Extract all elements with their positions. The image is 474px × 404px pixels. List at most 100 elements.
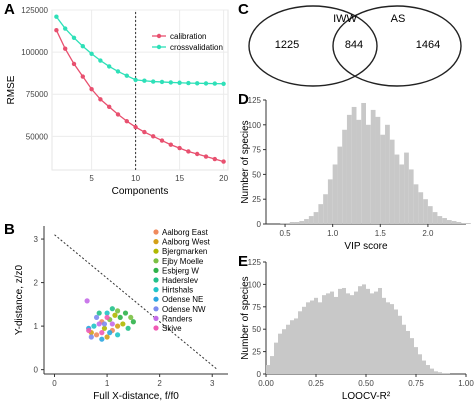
panel-d-bar bbox=[394, 154, 400, 224]
panel-a-point-calibration bbox=[107, 104, 112, 110]
panel-b-legend-label: Skive bbox=[162, 324, 182, 333]
panel-b-legend-label: Aalborg West bbox=[162, 238, 211, 247]
panel-b-point bbox=[96, 310, 102, 316]
panel-a-ytick-label: 100000 bbox=[21, 48, 48, 57]
panel-a-point-calibration bbox=[124, 118, 129, 124]
panel-b-point bbox=[109, 306, 115, 312]
panel-d-bar bbox=[456, 222, 462, 224]
panel-b-point bbox=[115, 332, 121, 338]
panel-d-bar bbox=[408, 169, 414, 224]
venn-set-as-label: AS bbox=[391, 13, 406, 25]
panel-b-legend-marker bbox=[153, 315, 159, 321]
panel-d-bar bbox=[285, 223, 290, 224]
panel-b-point bbox=[122, 310, 129, 316]
panel-b-point bbox=[93, 332, 100, 338]
panel-e-ytick-label: 75 bbox=[252, 303, 261, 312]
panel-a-point-calibration bbox=[186, 149, 191, 154]
panel-b-point bbox=[88, 334, 94, 340]
panel-b-legend-label: Odense NE bbox=[162, 295, 203, 304]
panel-d-xtick-label: 0.5 bbox=[279, 229, 291, 238]
panel-d-bar bbox=[318, 204, 324, 224]
panel-e-bar bbox=[278, 333, 282, 374]
panel-e-bar bbox=[298, 311, 302, 374]
panel-a-point-crossvalidation bbox=[168, 80, 173, 85]
panel-a-xtick-label: 15 bbox=[175, 174, 184, 183]
panel-d-bar bbox=[294, 222, 300, 224]
panel-e-bar bbox=[322, 295, 326, 374]
panel-e-bar bbox=[354, 291, 358, 374]
panel-e-xtick-label: 0.50 bbox=[358, 379, 374, 388]
panel-e-bar bbox=[434, 371, 438, 374]
panel-b-point bbox=[128, 314, 134, 321]
panel-d-chart: D 0 25 50 75 100 125 0.5 1.0 1.5 2.0 VIP score Numb… bbox=[238, 91, 471, 252]
panel-e-ytick-label: 50 bbox=[252, 325, 261, 334]
panel-b-chart: B 0 1 2 3 0 1 2 3 Full X-distance, f/f0 Y-distanc… bbox=[4, 221, 228, 402]
panel-a-point-calibration bbox=[168, 142, 173, 147]
panel-b-point bbox=[101, 321, 108, 327]
panel-b-point bbox=[104, 310, 110, 316]
panel-e-bar bbox=[290, 320, 294, 374]
panel-d-bar bbox=[442, 218, 447, 224]
panel-e-ytick-label: 125 bbox=[248, 258, 262, 267]
panel-a-point-calibration bbox=[177, 145, 182, 151]
panel-b-xtick-label: 0 bbox=[52, 379, 57, 388]
panel-a-point-crossvalidation bbox=[71, 35, 77, 40]
panel-d-bar bbox=[323, 194, 328, 224]
panel-b-point bbox=[99, 330, 105, 336]
panel-e-bar bbox=[398, 315, 402, 374]
panel-a-point-calibration bbox=[221, 159, 226, 164]
panel-b-marks bbox=[54, 234, 218, 371]
panel-d-bar bbox=[389, 139, 395, 224]
panel-a-xtick-label: 10 bbox=[131, 174, 140, 183]
panel-a-point-crossvalidation bbox=[107, 64, 112, 69]
panel-e-chart: E 0 25 50 75 100 125 0.00 0.25 0.50 0.75 1.00 LOOCV… bbox=[238, 253, 474, 402]
panel-d-bar bbox=[351, 106, 357, 224]
panel-e-bar bbox=[302, 306, 306, 374]
panel-b-legend-marker bbox=[153, 306, 159, 312]
panel-a-point-crossvalidation bbox=[80, 44, 86, 49]
panel-e-xtick-label: 0.25 bbox=[308, 379, 324, 388]
panel-e-bar bbox=[382, 297, 386, 374]
panel-b-legend-label: Odense NW bbox=[162, 305, 206, 314]
panel-e-bar bbox=[286, 324, 290, 374]
panel-d-bar bbox=[299, 221, 305, 224]
panel-d-bar bbox=[385, 124, 390, 224]
panel-e-bar bbox=[442, 373, 446, 374]
panel-b-ytick-label: 2 bbox=[34, 279, 39, 288]
panel-b-point bbox=[117, 314, 123, 321]
panel-a-xlabel: Components bbox=[112, 186, 169, 197]
panel-e-bar bbox=[338, 288, 342, 374]
panel-e-bar bbox=[294, 318, 298, 374]
panel-e-bar bbox=[350, 295, 354, 374]
panel-b-point bbox=[115, 323, 121, 329]
panel-c-letter: C bbox=[238, 1, 249, 18]
panel-d-bar bbox=[280, 223, 286, 224]
panel-e-bar bbox=[314, 297, 318, 374]
panel-a-legend-marker bbox=[156, 44, 162, 50]
panel-e-bar bbox=[418, 354, 422, 374]
panel-b-point bbox=[99, 336, 105, 342]
panel-b-legend-marker bbox=[153, 277, 159, 283]
panel-e-bar bbox=[342, 287, 346, 374]
panel-a-point-calibration bbox=[62, 46, 68, 51]
panel-b-legend-marker bbox=[153, 287, 159, 293]
panel-a-point-calibration bbox=[212, 156, 217, 162]
panel-a-point-crossvalidation bbox=[221, 81, 226, 86]
panel-d-bar bbox=[332, 164, 338, 224]
panel-b-point bbox=[109, 321, 115, 327]
panel-e-bar bbox=[370, 293, 374, 374]
panel-e-bar bbox=[406, 330, 410, 374]
panel-a-point-calibration bbox=[54, 28, 59, 33]
panel-d-bar bbox=[427, 206, 433, 224]
panel-e-bar bbox=[438, 372, 442, 374]
panel-e-bar bbox=[318, 302, 322, 374]
panel-a-ytick-label: 50000 bbox=[26, 132, 49, 141]
panel-a-point-crossvalidation bbox=[124, 73, 129, 78]
venn-as-only-count: 1464 bbox=[416, 39, 440, 51]
panel-e-bar bbox=[362, 284, 366, 374]
panel-a-point-crossvalidation bbox=[133, 77, 138, 83]
panel-b-reference-line bbox=[54, 234, 218, 371]
panel-a-point-crossvalidation bbox=[186, 80, 191, 86]
